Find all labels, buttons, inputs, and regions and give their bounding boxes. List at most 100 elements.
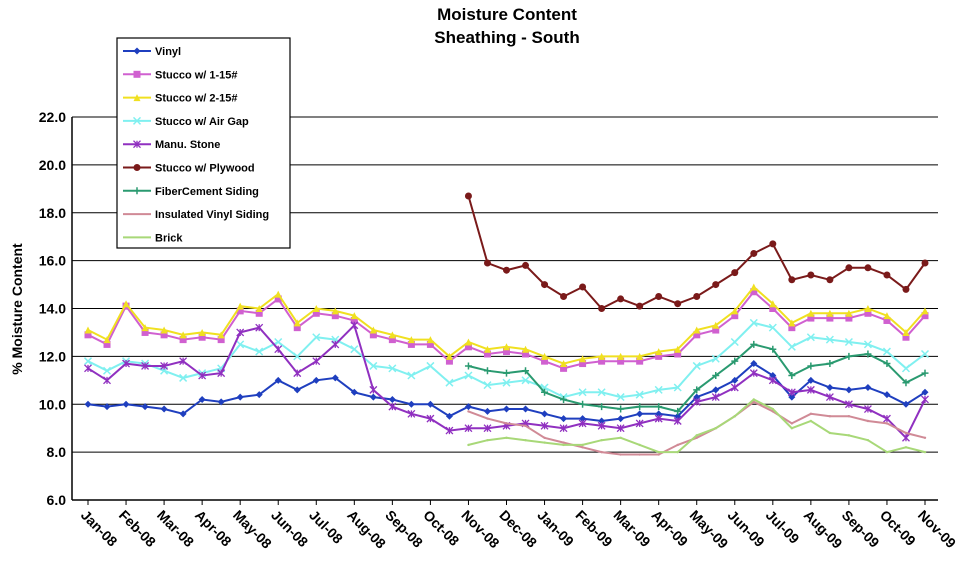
data-point [236,328,245,337]
data-point [369,385,378,394]
data-point [312,309,320,317]
data-point [503,343,510,351]
data-point [845,314,853,322]
data-point [217,331,225,339]
data-point [84,364,92,373]
data-point [654,414,663,423]
data-point [616,424,625,433]
data-point [502,378,511,387]
y-tick-label: 14.0 [39,301,66,317]
legend-label: Manu. Stone [155,139,220,151]
data-point [464,403,472,411]
data-point [619,453,622,456]
data-point [236,307,244,315]
data-point [826,309,834,317]
data-point [179,336,187,344]
x-tick-label: Jul-09 [763,507,803,547]
data-point [293,352,302,361]
data-point [712,326,720,334]
data-point [483,367,491,375]
x-tick-label: Feb-09 [572,507,615,550]
data-point [883,312,891,320]
data-point [655,293,663,301]
chart-subtitle: Sheathing - South [434,28,579,47]
data-point [274,376,282,384]
data-point [464,192,472,200]
data-point [809,419,813,423]
data-point [845,309,853,317]
legend-label: FiberCement Siding [155,186,259,198]
data-point [84,400,92,408]
data-point [844,400,853,409]
data-point [657,453,660,456]
data-point [540,421,549,430]
data-point [541,357,549,365]
data-point [467,410,470,413]
data-point [790,426,794,430]
data-point [902,433,910,442]
data-point [711,354,720,363]
data-point [864,305,872,312]
data-point [503,405,510,413]
data-point [160,405,168,413]
data-point [255,305,263,312]
x-tick-label: Jun-08 [268,507,311,550]
data-point [503,266,510,274]
x-tick-label: Apr-09 [649,507,692,550]
data-point [674,350,682,358]
data-point [730,337,739,347]
data-point [636,302,644,310]
data-point [407,371,416,380]
data-point [198,371,207,380]
data-point [541,388,549,396]
legend-label: Stucco w/ 1-15# [155,69,238,81]
data-point [103,340,111,348]
data-point [388,331,396,339]
legend-label: Insulated Vinyl Siding [155,209,269,221]
data-point [921,307,929,315]
data-point [312,333,321,342]
data-point [445,378,454,387]
data-point [731,307,739,315]
data-point [369,326,377,334]
x-tick-label: Aug-09 [801,507,846,552]
data-point [752,398,755,401]
data-point [692,361,701,370]
data-point [733,415,736,418]
data-point [883,271,891,279]
data-point [464,343,472,351]
data-point [560,395,568,403]
data-point [617,352,625,360]
data-point [769,300,777,308]
data-point [522,261,530,269]
data-point [787,388,796,397]
x-tick-label: Nov-08 [458,507,502,551]
series-line [468,400,926,456]
x-tick-label: Jan-08 [78,507,121,550]
data-point [920,349,930,359]
data-point [426,400,434,408]
data-point [331,307,339,315]
data-point [541,352,549,360]
data-point [655,352,663,360]
data-point [693,293,701,301]
data-point [750,360,758,368]
data-point [882,347,891,356]
data-point [790,422,794,425]
data-point [864,309,872,317]
data-point [293,369,302,378]
data-point [619,436,622,439]
legend-label: Brick [155,232,183,244]
data-point [636,403,644,411]
data-point [597,388,606,397]
data-point [654,385,663,394]
data-point [636,410,644,418]
legend-marker [133,187,141,195]
data-point [844,337,853,347]
data-point [236,302,244,310]
data-point [445,357,453,365]
data-point [388,395,396,403]
data-point [866,438,870,442]
data-point [312,376,320,384]
data-point [885,422,889,425]
